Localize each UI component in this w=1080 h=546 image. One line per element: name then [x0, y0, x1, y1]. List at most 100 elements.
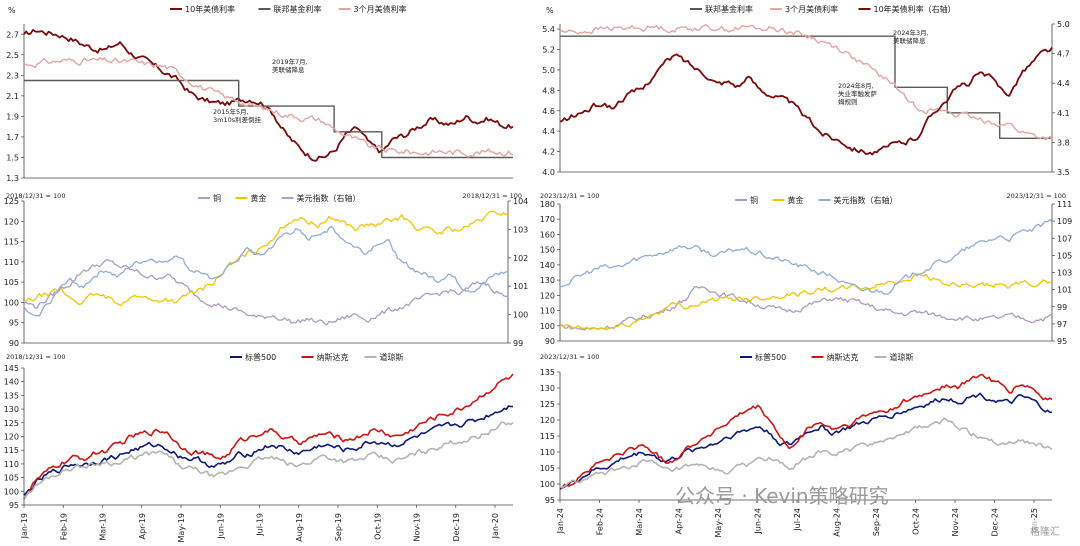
- annotation: 美联储降息: [893, 36, 926, 45]
- legend-entry: 联邦基金利率: [274, 4, 322, 14]
- x-tick-label: Jul-24: [793, 508, 802, 532]
- x-tick-label: Jan-20: [491, 513, 500, 539]
- x-tick-label: Aug-24: [833, 508, 842, 537]
- watermark-corner-box: [1024, 520, 1076, 542]
- series-line: [23, 210, 509, 307]
- y-right-tick-label: 95: [1057, 337, 1067, 346]
- legend-entry: 美元指数（右轴）: [834, 195, 898, 205]
- base-note: 2018/12/31 = 100: [6, 192, 65, 200]
- y-tick-label: 4.6: [542, 107, 555, 116]
- y-tick-label: 120: [540, 291, 555, 300]
- x-tick-label: Sep-24: [872, 508, 881, 536]
- series-line: [559, 47, 1053, 156]
- y-tick-label: 2.1: [6, 92, 19, 101]
- y-tick-label: 160: [540, 230, 555, 239]
- legend-entry: 纳斯达克: [827, 352, 859, 362]
- y-tick-label: 120: [540, 416, 555, 425]
- y-right-tick-label: 102: [513, 254, 528, 263]
- legend-entry: 3个月美债利率: [785, 4, 838, 14]
- base-note: 2023/12/31 = 100: [540, 192, 599, 200]
- y-tick-label: 1.7: [6, 133, 19, 142]
- legend-entry: 纳斯达克: [317, 352, 349, 362]
- y-tick-label: 100: [540, 480, 555, 489]
- series-line: [23, 29, 514, 162]
- base-note-right: 2023/12/31 = 100: [1007, 192, 1066, 200]
- y-tick-label: 5.4: [542, 25, 555, 34]
- legend-entry: 10年美债利率（右轴）: [874, 4, 956, 14]
- legend-entry: 黄金: [788, 195, 804, 205]
- y-right-tick-label: 97: [1057, 320, 1067, 329]
- y-tick-label: 150: [540, 246, 555, 255]
- y-tick-label: 115: [4, 238, 19, 247]
- x-tick-label: Mar-24: [635, 508, 644, 536]
- x-tick-label: Oct-19: [373, 513, 382, 540]
- annotation: 3m10s利差倒挂: [213, 115, 262, 124]
- y-right-tick-label: 104: [513, 197, 528, 206]
- x-tick-label: Jan-19: [20, 513, 29, 539]
- y-tick-label: 2.7: [6, 30, 19, 39]
- y-right-tick-label: 111: [1057, 200, 1072, 209]
- base-note-right: 2018/12/31 = 100: [463, 192, 522, 200]
- y-tick-label: 105: [4, 474, 19, 483]
- y-tick-label: 100: [4, 298, 19, 307]
- x-tick-label: Dec-19: [452, 513, 461, 542]
- y-tick-label: 4.8: [542, 86, 555, 95]
- series-line: [23, 421, 514, 499]
- y-tick-label: 120: [4, 433, 19, 442]
- legend-entry: 10年美债利率: [185, 4, 235, 14]
- y-tick-label: 125: [4, 197, 19, 206]
- y-tick-label: 115: [4, 446, 19, 455]
- legend-entry: 美元指数（右轴）: [297, 193, 361, 203]
- series-line: [559, 392, 1053, 490]
- legend-entry: 道琼斯: [380, 352, 404, 362]
- y-tick-label: 110: [540, 448, 555, 457]
- y-tick-label: 4.0: [542, 168, 555, 177]
- x-tick-label: Feb-19: [59, 513, 68, 540]
- annotation: 2015年5月,: [213, 107, 249, 116]
- y-tick-label: 4.2: [542, 148, 555, 157]
- y-tick-label: 95: [9, 319, 19, 328]
- y-right-tick-label: 100: [513, 311, 528, 320]
- x-tick-label: Sep-19: [334, 513, 343, 541]
- y-tick-label: 2.5: [6, 51, 19, 60]
- watermark-corner-text: 格隆汇: [1030, 525, 1060, 538]
- y-right-tick-label: 4.4: [1057, 79, 1070, 88]
- x-tick-label: May-19: [177, 513, 186, 542]
- series-line: [23, 259, 509, 326]
- y-tick-label: 4.4: [542, 127, 555, 136]
- series-line: [23, 405, 514, 496]
- y-tick-label: 95: [545, 496, 555, 505]
- annotation: 美联储降息: [272, 65, 305, 74]
- y-tick-label: 105: [4, 278, 19, 287]
- annotation: 姆规则: [838, 97, 858, 106]
- legend-entry: 标普500: [245, 352, 276, 362]
- x-tick-label: May-24: [714, 508, 723, 537]
- x-tick-label: Jul-19: [256, 513, 265, 537]
- y-tick-label: 110: [4, 258, 19, 267]
- y-tick-label: 130: [540, 276, 555, 285]
- annotation: 2019年7月,: [272, 57, 308, 66]
- x-tick-label: Feb-24: [596, 508, 605, 535]
- watermark-text: 公众号 · Kevin策略研究: [675, 484, 889, 508]
- unit-label: %: [546, 6, 554, 15]
- series-line: [559, 417, 1053, 489]
- x-tick-label: Dec-24: [991, 508, 1000, 537]
- y-tick-label: 125: [540, 400, 555, 409]
- x-tick-label: Apr-24: [675, 508, 684, 534]
- legend-entry: 3个月美债利率: [354, 4, 407, 14]
- y-tick-label: 130: [4, 405, 19, 414]
- base-note: 2018/12/31 = 100: [6, 353, 65, 361]
- y-tick-label: 125: [4, 419, 19, 428]
- x-tick-label: Oct-24: [912, 508, 921, 535]
- y-right-tick-label: 5.0: [1057, 20, 1070, 29]
- y-tick-label: 140: [540, 261, 555, 270]
- x-tick-label: Nov-19: [413, 513, 422, 541]
- y-tick-label: 145: [4, 364, 19, 373]
- series-line: [559, 373, 1053, 489]
- series-line: [559, 273, 1053, 331]
- y-tick-label: 120: [4, 217, 19, 226]
- y-tick-label: 170: [540, 215, 555, 224]
- y-right-tick-label: 103: [513, 225, 528, 234]
- annotation: 2024年3月,: [893, 28, 929, 37]
- y-tick-label: 90: [9, 339, 19, 348]
